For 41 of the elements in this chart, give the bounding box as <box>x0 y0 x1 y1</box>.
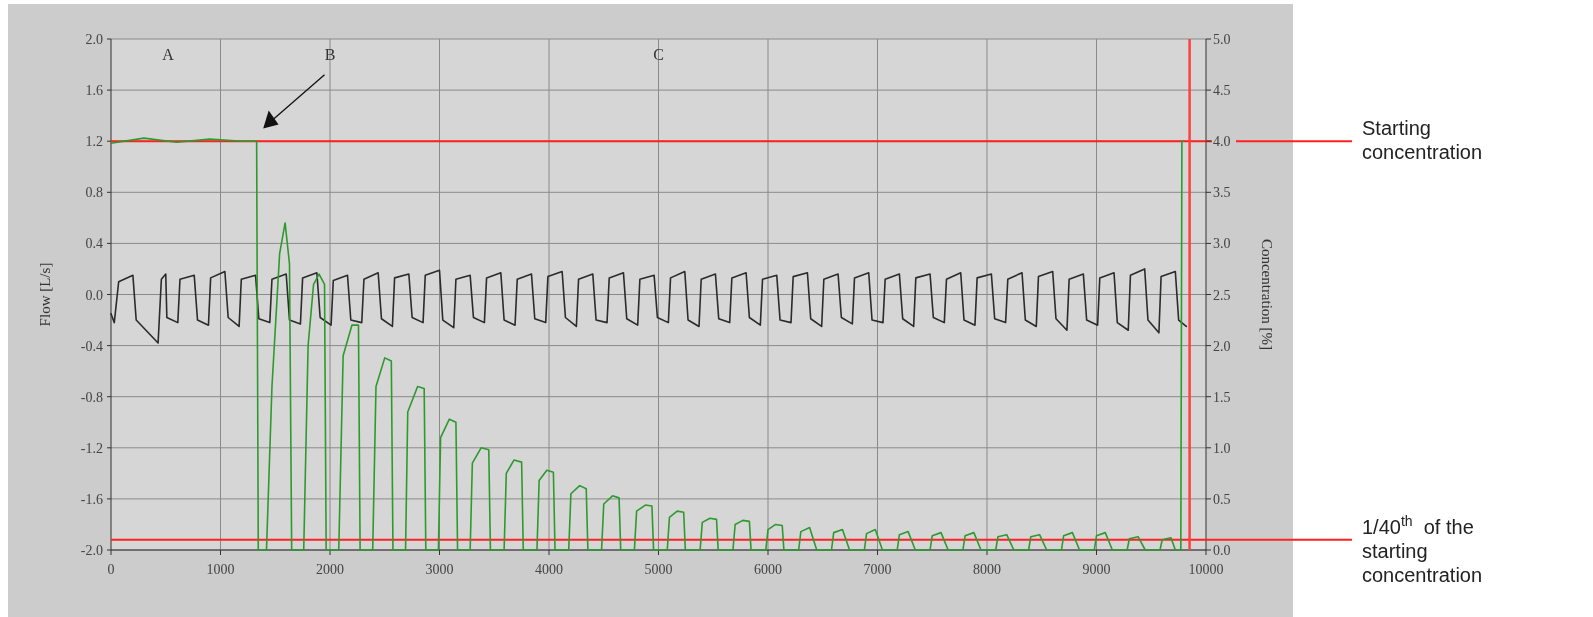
y2-axis-title: Concentration [%] <box>1259 238 1275 351</box>
ref-line-label: Starting concentration <box>1362 117 1483 164</box>
y-tick-label: 0.4 <box>85 236 103 252</box>
x-tick-label: 1000 <box>206 562 235 577</box>
y2-tick-label: 4.5 <box>1213 83 1231 99</box>
y2-tick-label: 3.5 <box>1213 185 1231 201</box>
y-tick-label: 0.8 <box>85 185 103 201</box>
y2-tick-label: 2.0 <box>1213 338 1231 354</box>
x-tick-label: 4000 <box>535 562 563 577</box>
x-tick-label: 2000 <box>316 562 344 577</box>
y2-tick-label: 0.5 <box>1213 491 1231 507</box>
x-tick-label: 7000 <box>863 562 892 577</box>
y2-tick-label: 0.0 <box>1213 543 1231 558</box>
y-tick-label: -2.0 <box>80 543 103 558</box>
y-tick-label: -0.4 <box>80 338 103 354</box>
y2-tick-label: 1.0 <box>1213 440 1231 456</box>
x-tick-label: 5000 <box>644 562 673 577</box>
y-tick-label: -1.2 <box>80 440 103 456</box>
y2-tick-label: 4.0 <box>1213 134 1231 150</box>
x-tick-label: 0 <box>107 562 115 577</box>
x-tick-label: 6000 <box>754 562 782 577</box>
annotation: C <box>653 45 664 63</box>
y-tick-label: 1.6 <box>85 83 103 99</box>
y2-tick-label: 1.5 <box>1213 389 1231 405</box>
x-tick-label: 10000 <box>1188 562 1224 577</box>
annotation: B <box>324 45 336 63</box>
y2-tick-label: 3.0 <box>1213 236 1231 252</box>
y-tick-label: 1.2 <box>85 134 103 150</box>
y-tick-label: 0.0 <box>85 287 103 303</box>
ref-line-label: 1/40$^{th}$ of the starting concentration <box>1362 512 1483 586</box>
y-tick-label: -1.6 <box>80 491 103 507</box>
y-axis-title: Flow [L/s] <box>37 262 53 327</box>
y2-tick-label: 2.5 <box>1213 287 1231 303</box>
y-tick-label: -0.8 <box>80 389 103 405</box>
x-tick-label: 9000 <box>1082 562 1111 577</box>
y-tick-label: 2.0 <box>85 32 103 47</box>
line-series <box>110 137 1184 551</box>
y2-tick-label: 5.0 <box>1213 32 1231 47</box>
x-tick-label: 3000 <box>425 562 454 577</box>
x-tick-label: 8000 <box>973 562 1001 577</box>
annotation: A <box>162 45 175 63</box>
